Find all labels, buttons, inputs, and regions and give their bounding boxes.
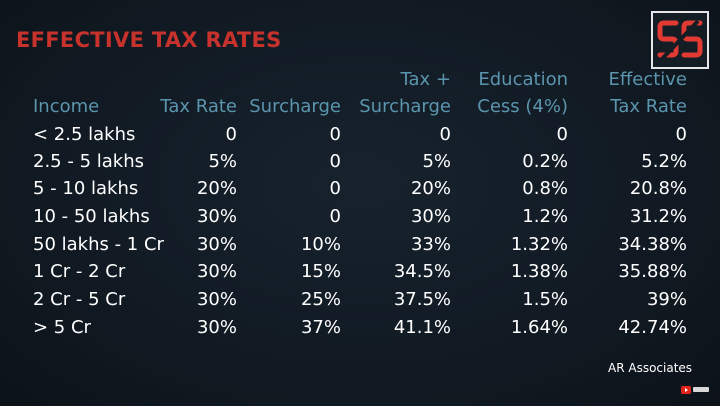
- cell-income: 5 - 10 lakhs: [33, 178, 139, 199]
- cell-cess: 0.2%: [522, 151, 568, 172]
- cell-cess: 1.38%: [510, 261, 568, 282]
- slide-title: EFFECTIVE TAX RATES: [16, 28, 282, 52]
- cell-tax-rate: 5%: [208, 151, 237, 172]
- play-icon: [681, 385, 691, 394]
- header-cess-line1: Education: [478, 69, 568, 90]
- cell-income: 10 - 50 lakhs: [33, 206, 150, 227]
- cell-cess: 1.5%: [522, 289, 568, 310]
- cell-effective: 20.8%: [629, 178, 687, 199]
- cell-tax-rate: 30%: [196, 261, 237, 282]
- cell-surcharge: 0: [329, 178, 341, 199]
- youtube-subscribe-icon[interactable]: [681, 385, 709, 394]
- cell-income: 1 Cr - 2 Cr: [33, 261, 126, 282]
- cell-income: 2.5 - 5 lakhs: [33, 151, 144, 172]
- cell-cess: 1.32%: [510, 234, 568, 255]
- cell-effective: 5.2%: [641, 151, 687, 172]
- cell-tax-surcharge: 41.1%: [393, 317, 451, 338]
- cell-income: > 5 Cr: [33, 317, 91, 338]
- cell-surcharge: 0: [329, 124, 341, 145]
- cell-income: 50 lakhs - 1 Cr: [33, 234, 164, 255]
- cell-surcharge: 0: [329, 151, 341, 172]
- cell-effective: 31.2%: [629, 206, 687, 227]
- cell-tax-rate: 30%: [196, 234, 237, 255]
- cell-effective: 39%: [646, 289, 687, 310]
- cell-surcharge: 10%: [300, 234, 341, 255]
- cell-tax-surcharge: 30%: [410, 206, 451, 227]
- header-effective-line1: Effective: [608, 69, 687, 90]
- cell-tax-surcharge: 33%: [410, 234, 451, 255]
- subscribe-label-icon: [693, 387, 709, 392]
- ss-logo-icon: [651, 11, 709, 69]
- header-tax-surcharge-line2: Surcharge: [359, 96, 451, 117]
- cell-effective: 42.74%: [618, 317, 687, 338]
- header-tax-surcharge-line1: Tax +: [400, 69, 451, 90]
- cell-cess: 0: [556, 124, 568, 145]
- cell-tax-surcharge: 34.5%: [393, 261, 451, 282]
- cell-tax-rate: 30%: [196, 289, 237, 310]
- header-surcharge: Surcharge: [249, 96, 341, 117]
- footer-credit: AR Associates: [608, 361, 693, 375]
- cell-surcharge: 37%: [300, 317, 341, 338]
- cell-tax-rate: 0: [225, 124, 237, 145]
- header-income: Income: [33, 96, 100, 117]
- cell-cess: 0.8%: [522, 178, 568, 199]
- cell-income: 2 Cr - 5 Cr: [33, 289, 126, 310]
- cell-cess: 1.64%: [510, 317, 568, 338]
- cell-tax-rate: 30%: [196, 317, 237, 338]
- cell-tax-surcharge: 5%: [422, 151, 451, 172]
- cell-cess: 1.2%: [522, 206, 568, 227]
- cell-surcharge: 0: [329, 206, 341, 227]
- cell-effective: 35.88%: [618, 261, 687, 282]
- cell-tax-rate: 30%: [196, 206, 237, 227]
- header-cess-line2: Cess (4%): [477, 96, 568, 117]
- header-tax-rate: Tax Rate: [160, 96, 237, 117]
- cell-tax-surcharge: 20%: [410, 178, 451, 199]
- cell-surcharge: 25%: [300, 289, 341, 310]
- header-effective-line2: Tax Rate: [610, 96, 687, 117]
- cell-tax-surcharge: 37.5%: [393, 289, 451, 310]
- cell-surcharge: 15%: [300, 261, 341, 282]
- cell-tax-surcharge: 0: [439, 124, 451, 145]
- cell-income: < 2.5 lakhs: [33, 124, 136, 145]
- cell-effective: 34.38%: [618, 234, 687, 255]
- cell-tax-rate: 20%: [196, 178, 237, 199]
- cell-effective: 0: [675, 124, 687, 145]
